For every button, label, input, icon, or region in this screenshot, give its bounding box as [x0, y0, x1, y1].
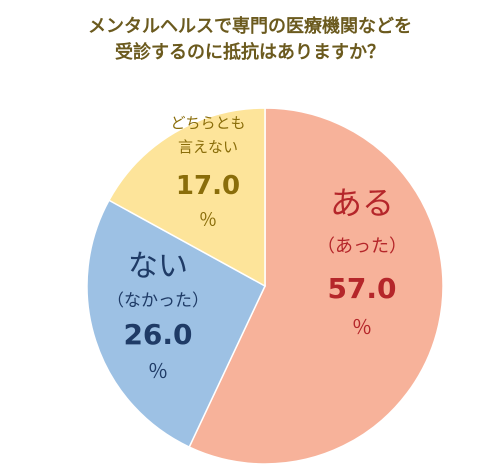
slice-label-1-line-1: （なかった）: [107, 291, 209, 311]
slice-unit-0: ％: [352, 315, 372, 339]
slice-label-2-line-1: 言えない: [178, 138, 238, 156]
slice-unit-2: ％: [199, 210, 217, 231]
chart-title-line-2: 受診するのに抵抗はありますか？: [115, 42, 385, 63]
slice-label-0-line-0: ある: [330, 184, 394, 222]
chart-title-line-1: メンタルヘルスで専門の医療機関などを: [88, 16, 412, 37]
slice-value-1: 26.0: [123, 318, 192, 351]
slice-label-2-line-0: どちらとも: [170, 114, 245, 132]
slice-label-0-line-1: （あった）: [317, 236, 407, 257]
slice-unit-1: ％: [148, 359, 168, 383]
chart-title: メンタルヘルスで専門の医療機関などを 受診するのに抵抗はありますか？: [0, 14, 500, 66]
slice-value-0: 57.0: [327, 272, 396, 305]
pie-slice-0: [188, 107, 444, 465]
slice-value-2: 17.0: [176, 171, 240, 201]
pie-slice-2: [107, 107, 266, 288]
slice-label-1-line-0: ない: [128, 249, 188, 284]
